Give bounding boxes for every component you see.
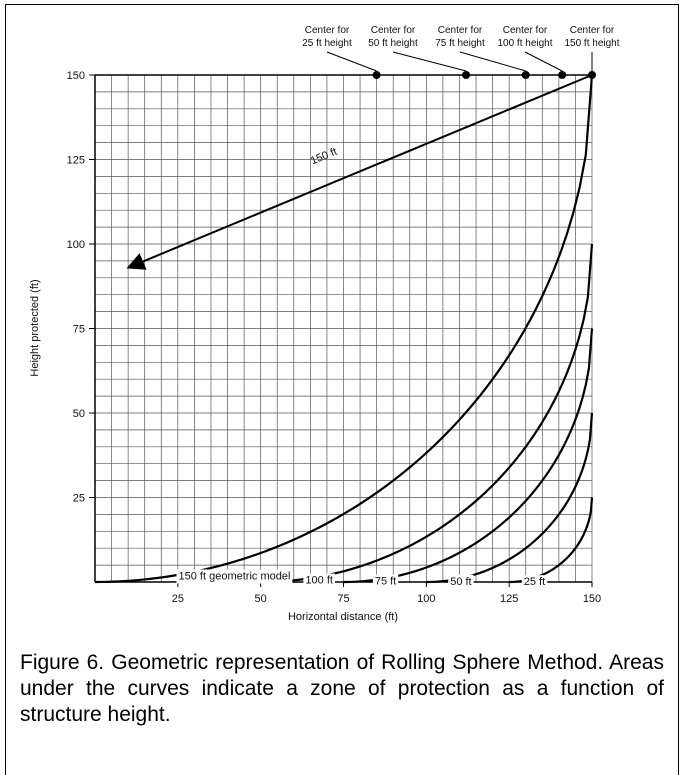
center-dot [372,71,381,79]
center-leader-line [392,51,467,72]
center-label-line2: 150 ft height [564,38,619,49]
x-tick-labels: 25 50 75 100 125 150 [172,582,601,605]
protection-curves: 25 ft 50 ft 75 ft 100 ft 150 ft geometric mo… [94,74,594,590]
y-tick-label: 25 [73,493,85,505]
x-tick-label: 125 [500,593,518,605]
center-leader-line [326,51,377,72]
x-tick-label: 50 [255,593,267,605]
rolling-sphere-chart: 25 50 75 100 125 150 25 50 75 100 125 150 Horizont… [29,25,620,623]
y-tick-labels: 25 50 75 100 125 150 [67,70,95,505]
center-dot [558,71,567,79]
curve-label-100ft: 100 ft [305,575,333,587]
curve-label-background [372,574,399,589]
curve-label-25ft: 25 ft [524,576,545,588]
figure-caption: Figure 6. Geometric representation of Ro… [20,651,664,726]
grid [95,75,593,582]
center-label-line2: 75 ft height [435,38,485,49]
center-label-line1: Center for [305,25,350,36]
center-label-line2: 25 ft height [302,38,352,49]
center-label-line1: Center for [570,25,615,36]
y-tick-label: 75 [73,324,85,336]
center-leader-line [459,51,526,72]
figure-frame [5,4,679,775]
y-tick-label: 125 [67,155,85,167]
curve-label-background [303,573,335,588]
curve-75ft [343,328,594,584]
center-label-line1: Center for [371,25,416,36]
y-tick-label: 50 [73,408,85,420]
center-dot [521,71,530,79]
center-label-line2: 100 ft height [497,38,552,49]
x-tick-label: 150 [583,593,601,605]
y-tick-label: 100 [67,239,85,251]
center-label-line1: Center for [438,25,483,36]
radius-arrow-label: 150 ft [309,146,339,168]
center-dot [462,71,471,79]
curve-label-50ft: 50 ft [450,576,471,588]
center-label-line1: Center for [503,25,548,36]
curve-label-background [521,575,548,590]
center-label-line2: 50 ft height [368,38,418,49]
y-tick-label: 150 [67,70,85,82]
curve-label-background [176,569,293,584]
sphere-centers: Center for 25 ft height Center for 50 ft he… [302,25,620,79]
curve-label-150ft: 150 ft geometric model [179,570,291,582]
center-leader-line [524,51,563,72]
x-tick-label: 75 [337,593,349,605]
y-axis-label: Height protected (ft) [29,279,41,376]
radius-arrow-line [126,74,593,270]
curve-label-background [448,574,474,589]
x-tick-label: 25 [172,593,184,605]
curve-25ft [509,497,594,584]
x-tick-label: 100 [417,593,435,605]
curve-label-75ft: 75 ft [375,575,396,587]
x-axis-label: Horizontal distance (ft) [288,611,398,623]
